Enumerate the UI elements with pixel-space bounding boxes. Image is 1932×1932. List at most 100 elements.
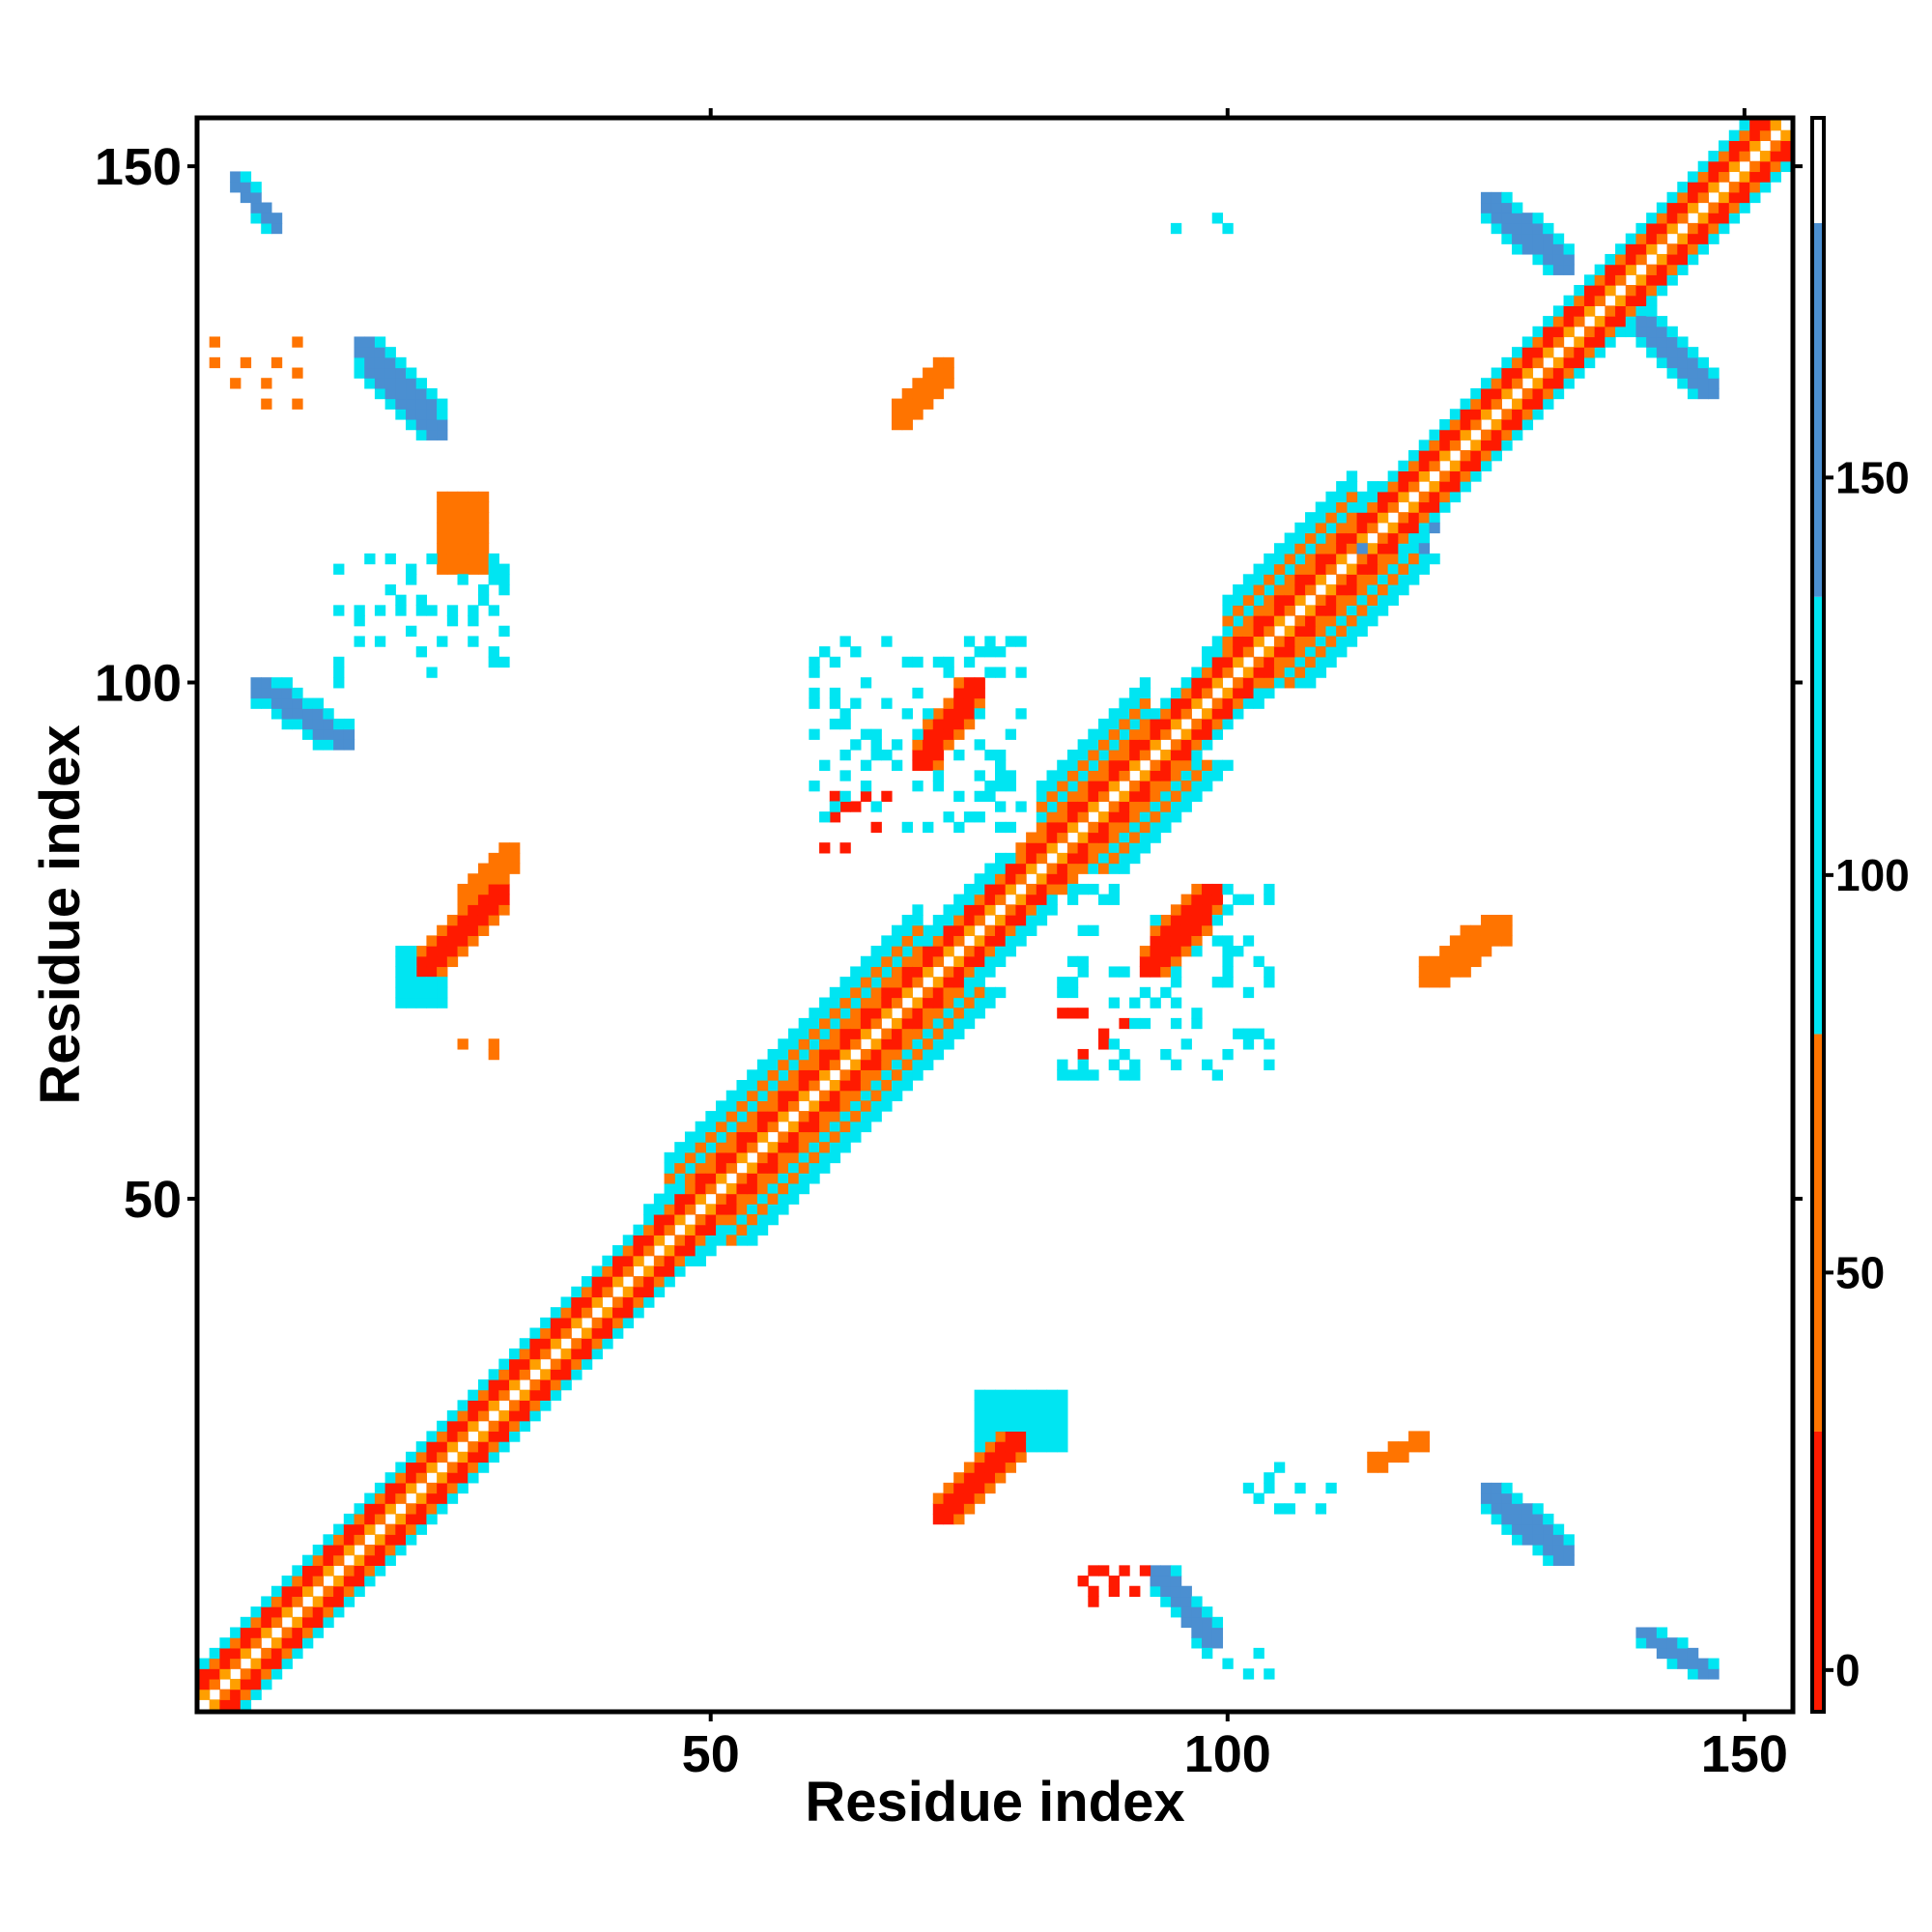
contact-cell <box>312 1576 325 1587</box>
contact-cell <box>1677 253 1689 266</box>
contact-cell <box>1574 356 1585 369</box>
contact-cell <box>457 512 469 524</box>
contact-cell <box>1470 387 1482 400</box>
contact-cell <box>1098 749 1110 761</box>
contact-cell <box>1666 274 1678 286</box>
contact-cell <box>974 1492 985 1504</box>
contact-cell <box>716 1121 727 1133</box>
contact-cell <box>953 915 965 926</box>
contact-cell <box>1398 574 1409 585</box>
contact-cell <box>1646 336 1658 348</box>
contact-cell <box>395 1462 407 1473</box>
contact-cell <box>1512 378 1523 389</box>
contact-cell <box>1066 801 1079 812</box>
contact-cell <box>1429 553 1440 565</box>
contact-cell <box>437 977 448 988</box>
contact-cell <box>1160 708 1172 720</box>
contact-cell <box>1160 718 1172 730</box>
contact-cell <box>1202 708 1213 720</box>
contact-cell <box>1273 667 1286 678</box>
contact-cell <box>302 1554 314 1566</box>
contact-cell <box>230 1647 242 1660</box>
contact-cell <box>829 1111 841 1122</box>
contact-cell <box>1108 1576 1121 1587</box>
y-tick-label: 150 <box>95 138 182 196</box>
contact-cell <box>633 1255 644 1266</box>
contact-cell <box>747 1121 758 1133</box>
colorbar-band <box>1814 596 1822 1035</box>
contact-cell <box>1512 1513 1523 1525</box>
contact-cell <box>1294 594 1306 606</box>
contact-cell <box>1677 1637 1689 1649</box>
contact-cell <box>1770 120 1781 131</box>
contact-cell <box>1563 367 1575 379</box>
contact-cell <box>1563 378 1575 389</box>
contact-cell <box>415 1503 428 1515</box>
contact-cell <box>725 1204 738 1215</box>
contact-cell <box>364 1544 376 1556</box>
contact-cell <box>798 1028 810 1039</box>
contact-cell <box>912 955 923 968</box>
contact-cell <box>468 1441 479 1453</box>
contact-cell <box>1305 563 1317 575</box>
contact-cell <box>333 718 345 730</box>
contact-cell <box>1480 213 1492 224</box>
contact-cell <box>943 1028 954 1039</box>
contact-cell <box>1677 191 1689 204</box>
contact-cell <box>1264 977 1275 988</box>
contact-cell <box>829 1028 841 1039</box>
contact-cell <box>932 749 945 761</box>
contact-cell <box>756 1173 769 1184</box>
contact-cell <box>1367 553 1378 565</box>
contact-cell <box>1646 264 1658 275</box>
contact-cell <box>767 1204 779 1215</box>
contact-cell <box>1119 811 1130 823</box>
contact-cell <box>1449 429 1462 440</box>
contact-cell <box>1521 1534 1534 1546</box>
contact-cell <box>1036 1389 1048 1401</box>
contact-cell <box>1532 233 1544 244</box>
contact-cell <box>219 1658 231 1669</box>
contact-cell <box>477 1378 490 1391</box>
contact-cell <box>1098 821 1110 834</box>
contact-cell <box>1429 501 1440 513</box>
contact-cell <box>498 842 510 854</box>
contact-cell <box>1211 977 1224 988</box>
contact-cell <box>395 966 407 978</box>
contact-cell <box>829 997 841 1009</box>
contact-cell <box>1015 924 1027 936</box>
contact-cell <box>1418 522 1431 534</box>
contact-cell <box>995 667 1007 678</box>
contact-cell <box>395 1513 407 1525</box>
contact-cell <box>747 1235 758 1246</box>
contact-cell <box>571 1338 582 1350</box>
contact-cell <box>457 915 469 926</box>
contact-cell <box>901 946 913 957</box>
contact-cell <box>1418 501 1431 513</box>
contact-cell <box>1046 781 1058 792</box>
contact-cell <box>1543 233 1554 244</box>
contact-cell <box>1211 646 1224 658</box>
contact-cell <box>457 574 469 585</box>
contact-cell <box>1119 790 1130 803</box>
contact-cell <box>374 387 386 400</box>
contact-cell <box>622 1255 635 1266</box>
contact-cell <box>974 955 985 968</box>
contact-cell <box>1222 883 1234 895</box>
contact-cell <box>1677 336 1689 348</box>
contact-cell <box>1552 233 1565 244</box>
contact-cell <box>901 1038 913 1050</box>
contact-cell <box>974 904 985 916</box>
contact-cell <box>488 1420 499 1433</box>
contact-cell <box>953 924 965 936</box>
contact-cell <box>1160 697 1172 709</box>
contact-cell <box>1480 440 1492 451</box>
contact-cell <box>323 1606 334 1618</box>
contact-cell <box>1098 728 1110 740</box>
contact-cell <box>1015 873 1027 885</box>
contact-cell <box>850 986 862 999</box>
contact-cell <box>415 966 428 978</box>
contact-cell <box>1418 450 1431 462</box>
contact-cell <box>1708 160 1719 173</box>
contact-cell <box>1066 749 1079 761</box>
